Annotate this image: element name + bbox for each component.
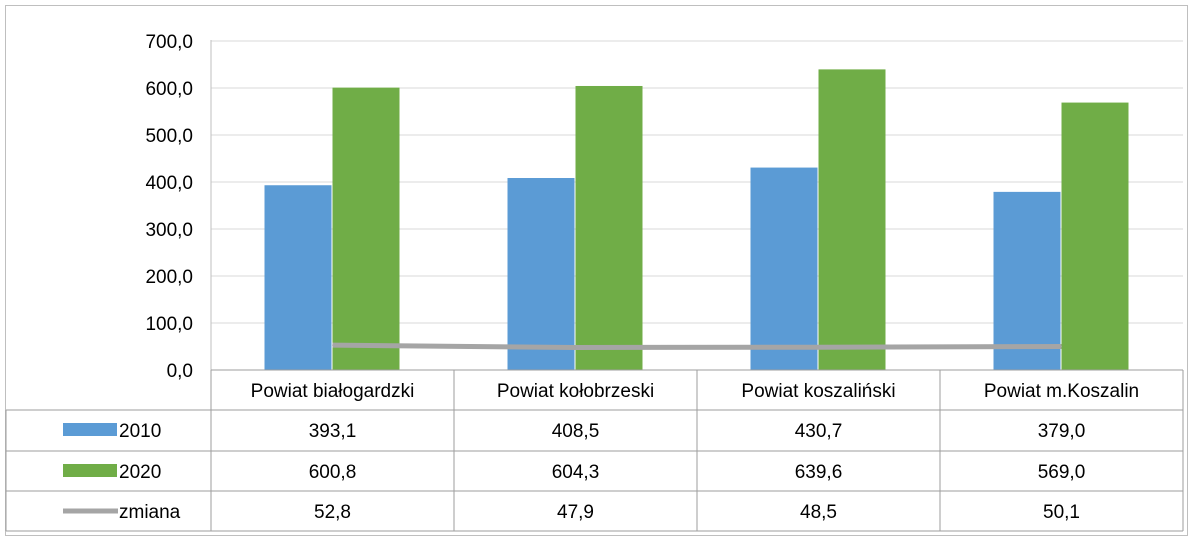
legend-label-2010: 2010 (119, 421, 161, 442)
table-value: 379,0 (1038, 421, 1086, 442)
table-value: 52,8 (314, 502, 351, 523)
category-label: Powiat koszaliński (741, 381, 895, 402)
y-tick-label: 400,0 (145, 173, 193, 194)
point-zmiana-4 (1061, 345, 1062, 347)
bar-2010-4 (993, 191, 1061, 370)
y-tick-label: 100,0 (145, 314, 193, 335)
category-label: Powiat białogardzki (251, 381, 415, 402)
y-tick-label: 200,0 (145, 267, 193, 288)
table-value: 408,5 (552, 421, 600, 442)
point-zmiana-3 (818, 346, 819, 348)
legend-key-2010 (63, 423, 117, 436)
bar-2020-3 (818, 69, 886, 370)
legend-label-2020: 2020 (119, 462, 161, 483)
table-value: 600,8 (309, 462, 357, 483)
table-value: 639,6 (795, 462, 843, 483)
bar-2020-2 (575, 85, 643, 370)
table-value: 50,1 (1043, 502, 1080, 523)
category-label: Powiat kołobrzeski (497, 381, 654, 402)
table-value: 48,5 (800, 502, 837, 523)
bar-2020-4 (1061, 102, 1129, 370)
table-value: 393,1 (309, 421, 357, 442)
y-tick-label: 500,0 (145, 126, 193, 147)
legend-label-zmiana: zmiana (119, 502, 181, 523)
table-value: 430,7 (795, 421, 843, 442)
point-zmiana-2 (575, 346, 576, 348)
y-tick-label: 300,0 (145, 220, 193, 241)
bar-2020-1 (332, 87, 400, 371)
y-tick-label: 600,0 (145, 79, 193, 100)
point-zmiana-1 (332, 344, 333, 346)
y-tick-label: 700,0 (145, 32, 193, 53)
line-zmiana (332, 342, 1062, 350)
bar-2010-2 (507, 178, 575, 370)
bar-2010-3 (750, 167, 818, 370)
table-value: 604,3 (552, 462, 600, 483)
table-value: 47,9 (557, 502, 594, 523)
legend-key-2020 (63, 464, 117, 477)
table-value: 569,0 (1038, 462, 1086, 483)
bar-2010-1 (264, 185, 332, 370)
category-label: Powiat m.Koszalin (984, 381, 1139, 402)
y-tick-label: 0,0 (167, 361, 193, 382)
